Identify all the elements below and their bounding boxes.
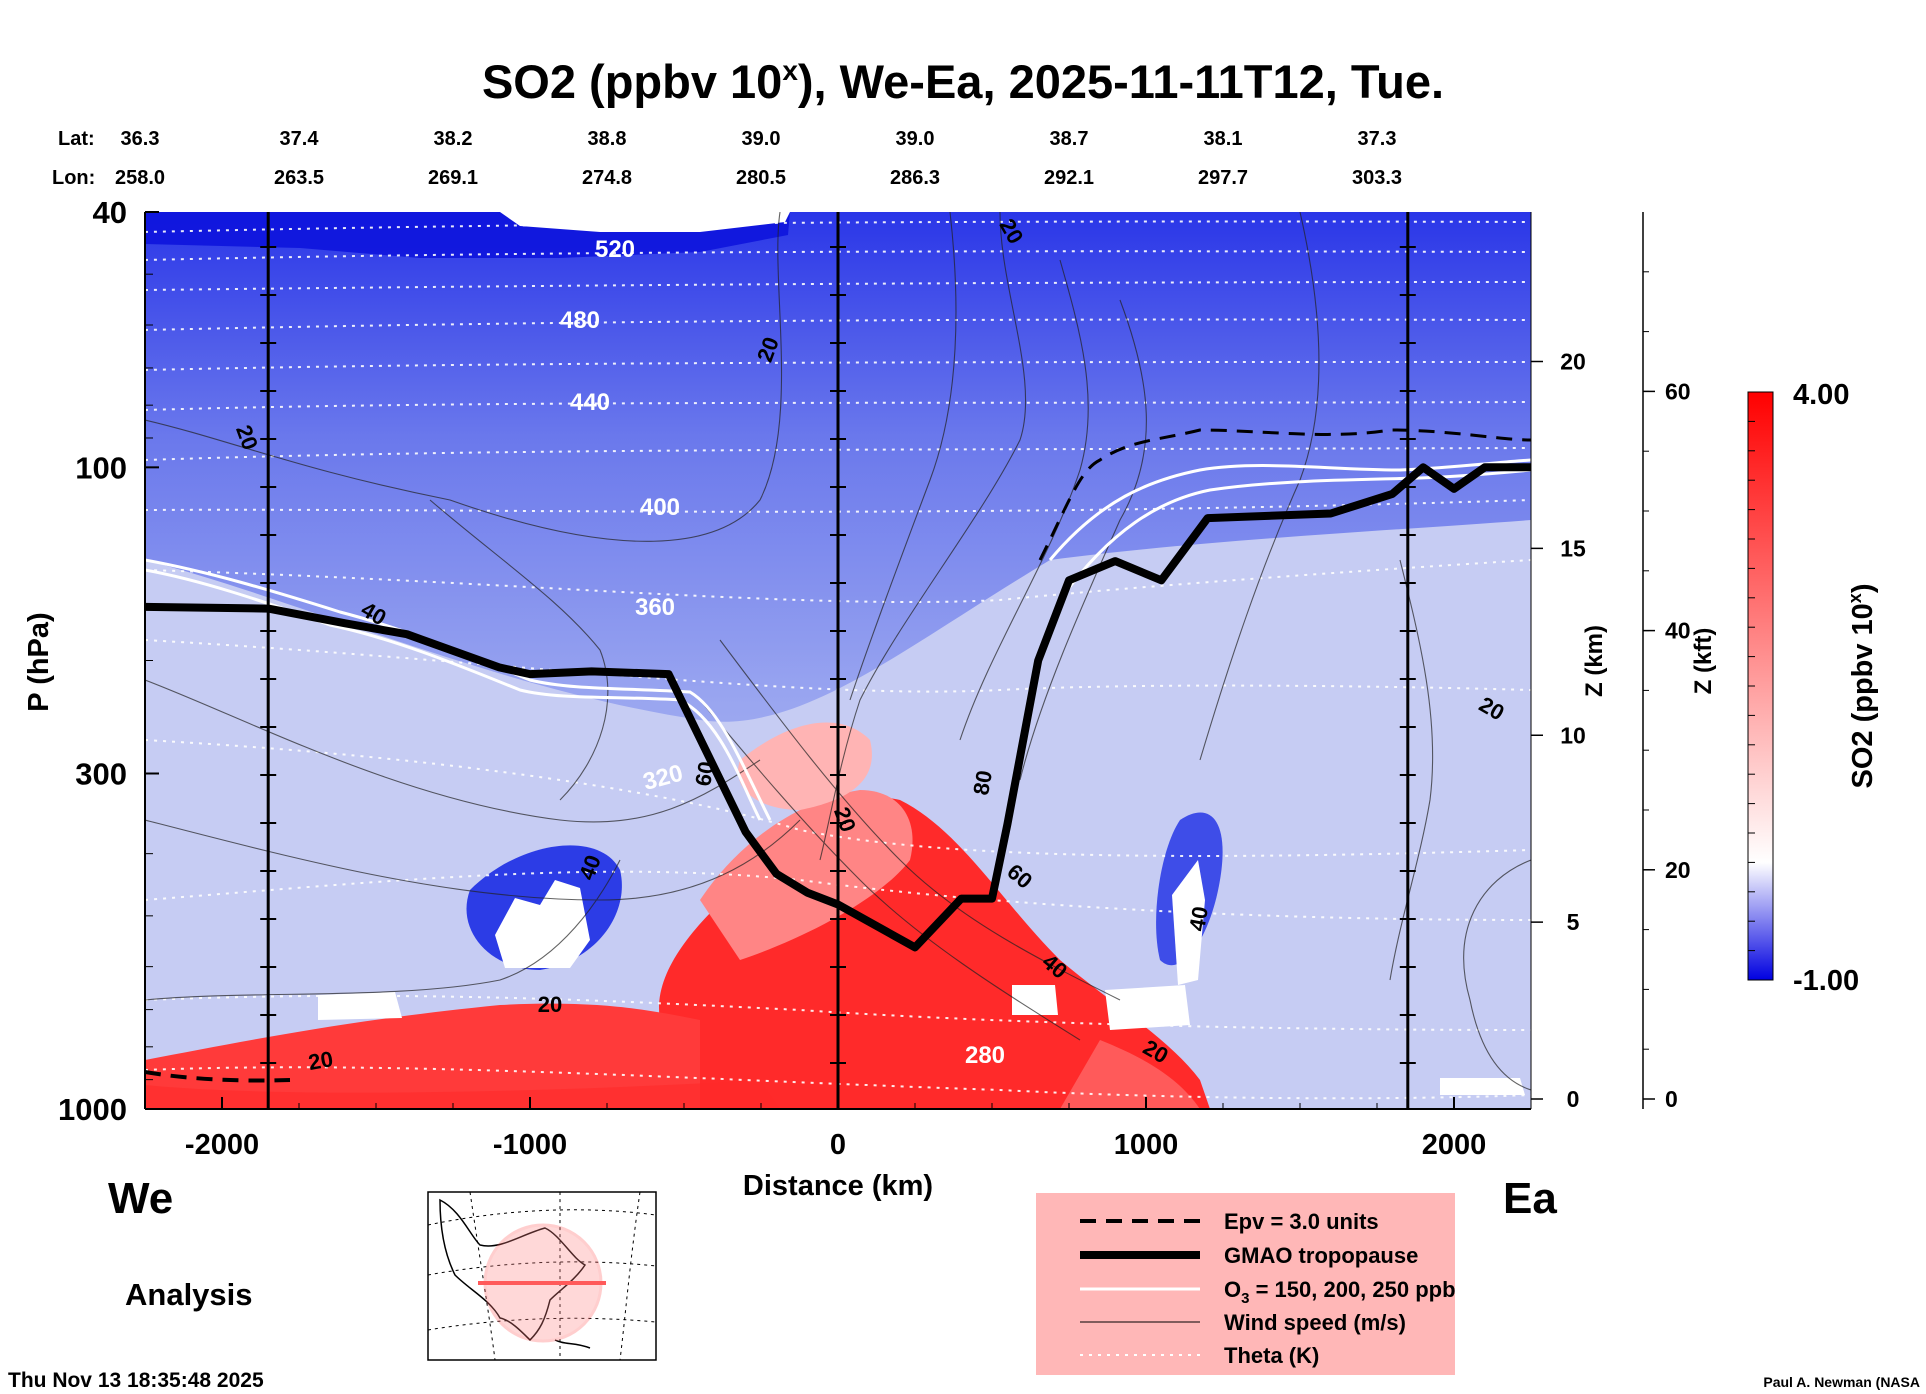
lon-value: 263.5	[274, 167, 324, 189]
legend-label-theta: Theta (K)	[1224, 1343, 1319, 1368]
north-america-outline	[439, 1198, 587, 1342]
lon-value: 303.3	[1352, 167, 1402, 189]
x-tick-label: 0	[830, 1129, 846, 1161]
colorbar-max-label: 4.00	[1793, 379, 1849, 411]
z-km-tick-label: 15	[1560, 535, 1586, 561]
lat-value: 37.3	[1358, 128, 1397, 150]
y-tick-label: 100	[75, 450, 127, 485]
colorbar-min-label: -1.00	[1793, 965, 1859, 997]
lat-value: 38.8	[588, 128, 627, 150]
wind-speed-label: 40	[1184, 904, 1213, 932]
lat-value: 38.1	[1204, 128, 1243, 150]
z-km-tick-label: 10	[1560, 722, 1586, 748]
west-label: We	[108, 1174, 173, 1223]
x-tick-label: -1000	[493, 1129, 567, 1161]
z-kft-tick-label: 0	[1665, 1086, 1678, 1112]
legend-label-o3: O3 = 150, 200, 250 ppb	[1224, 1277, 1456, 1307]
colorbar-title: SO2 (ppbv 10x)	[1845, 583, 1879, 788]
z-kft-tick-label: 60	[1665, 378, 1691, 404]
colorbar: 4.00 -1.00 SO2 (ppbv 10x)	[1747, 379, 1879, 997]
z-kft-axis-label: Z (kft)	[1690, 628, 1717, 695]
east-label: Ea	[1503, 1174, 1557, 1223]
theta-label-280: 280	[965, 1042, 1005, 1069]
lon-value: 258.0	[115, 167, 165, 189]
lon-label: Lon:	[52, 167, 95, 189]
wind-speed-label: 20	[306, 1046, 334, 1075]
lon-value: 292.1	[1044, 167, 1094, 189]
legend-label-wind: Wind speed (m/s)	[1224, 1310, 1406, 1335]
inset-map	[427, 1191, 657, 1361]
z-kft-tick-label: 20	[1665, 857, 1691, 883]
lon-value: 286.3	[890, 167, 940, 189]
wind-speed-label: 80	[968, 768, 997, 796]
y-tick-label: 40	[93, 195, 127, 230]
lat-lon-row: 36.3 258.0 37.4 263.5 38.2 269.1 38.8 274.8 39.0…	[115, 128, 1402, 189]
y-axis-label: P (hPa)	[23, 612, 55, 711]
lon-value: 269.1	[428, 167, 478, 189]
wind-speed-label: 60	[690, 759, 719, 787]
lat-value: 38.7	[1050, 128, 1089, 150]
x-tick-label: -2000	[185, 1129, 259, 1161]
x-tick-label: 1000	[1114, 1129, 1179, 1161]
timestamp: Thu Nov 13 18:35:48 2025	[8, 1369, 264, 1392]
credit: Paul A. Newman (NASA	[1763, 1374, 1920, 1390]
lat-value: 37.4	[280, 128, 320, 150]
theta-label-400: 400	[640, 494, 680, 521]
z-km-axis-label: Z (km)	[1581, 625, 1608, 697]
z-kft-tick-label: 40	[1665, 618, 1691, 644]
lat-value: 38.2	[434, 128, 473, 150]
analysis-label: Analysis	[125, 1277, 253, 1312]
lat-label: Lat:	[58, 128, 95, 150]
theta-contour-labels: 520 480 440 400 360 320 280	[560, 236, 1005, 1069]
theta-label-520: 520	[595, 236, 635, 263]
z-km-tick-label: 20	[1560, 349, 1586, 375]
theta-label-360: 360	[635, 594, 675, 621]
wind-speed-label: 20	[538, 992, 562, 1017]
x-axis-label: Distance (km)	[743, 1170, 933, 1202]
y-tick-label: 1000	[58, 1092, 127, 1127]
y-tick-label: 300	[75, 756, 127, 791]
theta-label-480: 480	[560, 307, 600, 334]
z-km-tick-label: 5	[1567, 909, 1580, 935]
lon-value: 297.7	[1198, 167, 1248, 189]
vertical-reference-lines	[260, 212, 1416, 1109]
lon-value: 274.8	[582, 167, 632, 189]
lat-value: 36.3	[121, 128, 160, 150]
lon-value: 280.5	[736, 167, 786, 189]
z-km-tick-label: 0	[1567, 1086, 1580, 1112]
chart-title: SO2 (ppbv 10x), We-Ea, 2025-11-11T12, Tu…	[482, 55, 1444, 108]
lat-value: 39.0	[742, 128, 781, 150]
legend-label-tropopause: GMAO tropopause	[1224, 1243, 1418, 1268]
legend-label-epv: Epv = 3.0 units	[1224, 1209, 1379, 1234]
x-tick-label: 2000	[1422, 1129, 1487, 1161]
lat-value: 39.0	[896, 128, 935, 150]
theta-label-440: 440	[570, 389, 610, 416]
tropopause-line	[145, 463, 1531, 952]
legend: Epv = 3.0 units GMAO tropopause O3 = 150…	[1036, 1193, 1456, 1375]
